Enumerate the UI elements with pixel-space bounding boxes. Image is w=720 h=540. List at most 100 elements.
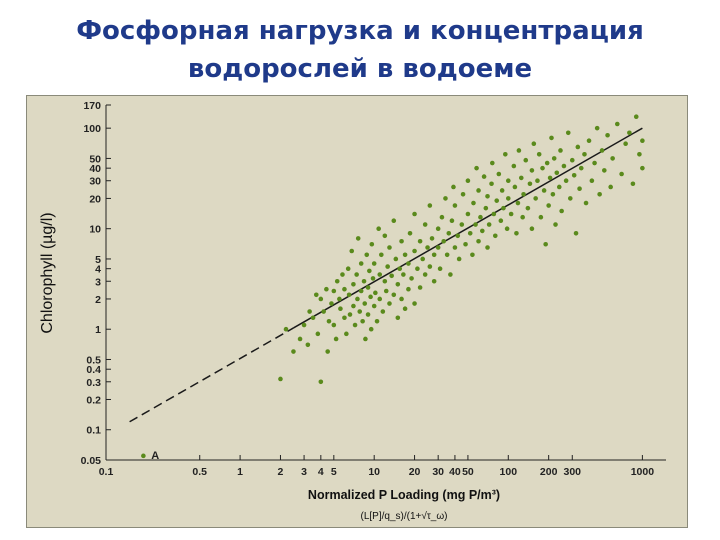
data-point xyxy=(412,301,417,306)
data-point xyxy=(463,241,468,247)
data-point xyxy=(346,292,352,298)
data-point xyxy=(547,175,553,181)
y-tick-label: 0.3 xyxy=(86,377,101,389)
x-tick-label: 3 xyxy=(301,466,307,478)
x-tick-label: 0.1 xyxy=(99,466,114,478)
data-point xyxy=(380,309,386,314)
data-point xyxy=(592,160,597,166)
data-point xyxy=(340,272,345,277)
data-point xyxy=(429,236,435,241)
data-point xyxy=(504,226,510,231)
data-point xyxy=(383,288,389,294)
data-point xyxy=(141,453,146,459)
data-point xyxy=(374,318,380,324)
data-point xyxy=(503,151,508,157)
data-point xyxy=(455,233,461,239)
data-point xyxy=(501,205,506,211)
data-point xyxy=(338,306,343,311)
data-point xyxy=(485,193,490,199)
data-point xyxy=(471,200,476,206)
data-point xyxy=(393,256,399,262)
data-point xyxy=(556,184,562,190)
data-point xyxy=(377,296,383,302)
data-point xyxy=(395,315,401,321)
data-point xyxy=(385,264,390,269)
x-tick-label: 20 xyxy=(409,466,421,478)
data-point xyxy=(360,318,365,324)
data-point xyxy=(387,245,392,250)
data-point xyxy=(575,144,581,150)
data-point xyxy=(485,245,490,250)
data-point xyxy=(347,312,353,317)
data-point xyxy=(515,200,521,206)
data-point xyxy=(291,349,296,354)
data-point xyxy=(531,141,537,147)
data-point xyxy=(541,188,547,193)
data-point xyxy=(520,214,525,220)
data-point xyxy=(465,211,471,217)
data-point xyxy=(459,222,465,227)
data-point xyxy=(441,238,447,244)
data-point xyxy=(427,264,433,269)
data-point xyxy=(550,191,556,197)
data-point xyxy=(444,252,450,258)
data-point xyxy=(490,160,495,166)
data-point xyxy=(525,205,531,211)
x-tick-label: 50 xyxy=(462,466,474,478)
data-point xyxy=(449,218,455,224)
data-point xyxy=(586,138,592,144)
x-tick-label: 1000 xyxy=(631,466,655,478)
y-tick-label: 5 xyxy=(95,254,101,266)
data-point xyxy=(324,286,329,292)
data-point xyxy=(370,276,376,281)
data-point xyxy=(527,181,533,187)
data-point xyxy=(452,245,458,250)
data-point xyxy=(563,178,569,184)
x-axis-sublabel: (L[P]/q_s)/(1+√τ_ω) xyxy=(361,510,448,522)
data-point xyxy=(439,214,445,220)
data-point xyxy=(460,191,466,197)
data-point xyxy=(391,292,397,298)
data-point xyxy=(535,178,540,184)
data-point xyxy=(389,273,394,279)
data-point xyxy=(498,218,504,224)
x-tick-label: 4 xyxy=(318,466,324,478)
data-point xyxy=(371,303,377,309)
data-point xyxy=(627,130,632,136)
data-point xyxy=(614,121,620,127)
data-point xyxy=(514,230,519,236)
data-point xyxy=(565,130,571,136)
data-point xyxy=(397,266,403,271)
data-point xyxy=(491,211,497,217)
regression-line xyxy=(129,127,643,423)
data-point xyxy=(379,252,384,258)
data-point xyxy=(376,226,381,231)
data-point xyxy=(395,281,401,287)
data-point xyxy=(451,184,456,190)
data-point xyxy=(496,171,502,177)
data-point xyxy=(536,151,542,157)
data-point xyxy=(364,252,370,258)
slide-title-line-1: Фосфорная нагрузка и концентрация xyxy=(76,16,644,46)
data-point xyxy=(583,200,589,206)
y-tick-label: 3 xyxy=(95,276,101,288)
data-point xyxy=(476,238,481,244)
data-point xyxy=(594,125,600,131)
y-tick-label: 20 xyxy=(89,193,101,205)
data-point xyxy=(486,222,492,227)
data-point xyxy=(417,238,423,244)
data-point xyxy=(365,312,371,317)
data-point xyxy=(448,272,453,277)
chart-axes: 0.050.10.20.30.40.5123451020304050100170… xyxy=(81,100,666,478)
data-point xyxy=(437,266,443,271)
data-point xyxy=(415,266,420,271)
data-point xyxy=(523,157,529,163)
y-tick-label: 0.05 xyxy=(81,455,102,467)
data-point xyxy=(546,203,551,208)
data-point xyxy=(553,222,558,227)
data-point xyxy=(569,157,575,163)
data-point xyxy=(365,285,371,290)
data-point xyxy=(368,294,373,300)
y-tick-label: 1 xyxy=(95,324,101,336)
data-point xyxy=(529,168,535,173)
